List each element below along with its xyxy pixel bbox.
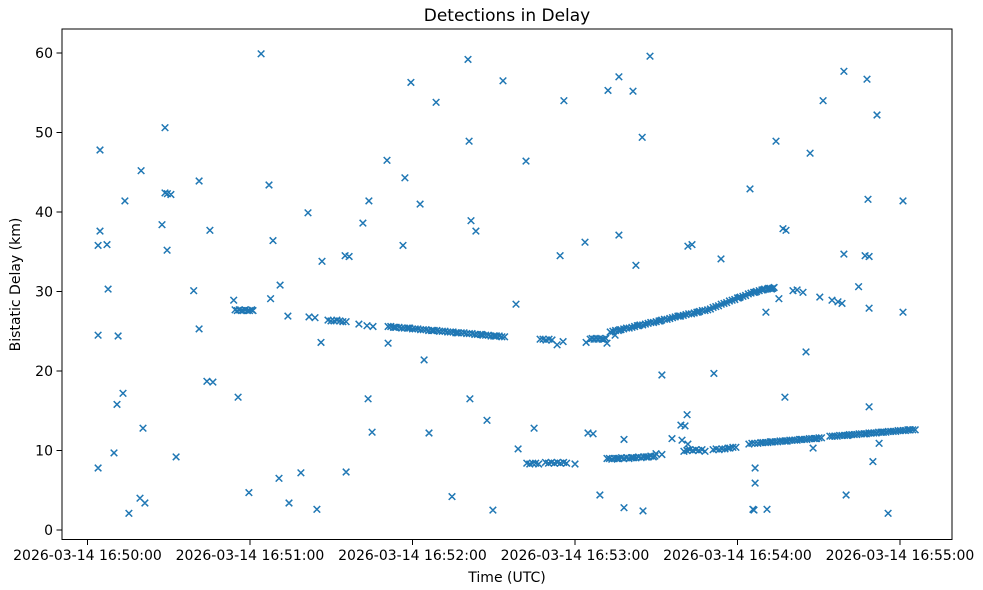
chart-title: Detections in Delay bbox=[424, 6, 591, 26]
y-tick-label: 50 bbox=[35, 125, 53, 141]
x-tick-label: 2026-03-14 16:55:00 bbox=[826, 548, 975, 564]
y-tick-label: 10 bbox=[35, 443, 53, 459]
y-tick-label: 20 bbox=[35, 364, 53, 380]
y-tick-label: 40 bbox=[35, 205, 53, 221]
x-axis-ticks: 2026-03-14 16:50:00 2026-03-14 16:51:00 20… bbox=[13, 539, 975, 564]
y-tick-label: 60 bbox=[35, 46, 53, 62]
y-axis-label: Bistatic Delay (km) bbox=[8, 218, 24, 352]
detection-markers bbox=[94, 49, 920, 518]
y-tick-label: 0 bbox=[44, 523, 53, 539]
y-axis-ticks: 0 10 20 30 40 50 60 bbox=[35, 46, 62, 539]
x-tick-label: 2026-03-14 16:50:00 bbox=[13, 548, 162, 564]
x-tick-label: 2026-03-14 16:53:00 bbox=[501, 548, 650, 564]
x-tick-label: 2026-03-14 16:51:00 bbox=[176, 548, 325, 564]
data-points bbox=[94, 49, 920, 518]
x-tick-label: 2026-03-14 16:52:00 bbox=[338, 548, 487, 564]
x-tick-label: 2026-03-14 16:54:00 bbox=[663, 548, 812, 564]
plot-frame bbox=[61, 28, 953, 540]
y-tick-label: 30 bbox=[35, 284, 53, 300]
x-axis-label: Time (UTC) bbox=[467, 570, 545, 586]
